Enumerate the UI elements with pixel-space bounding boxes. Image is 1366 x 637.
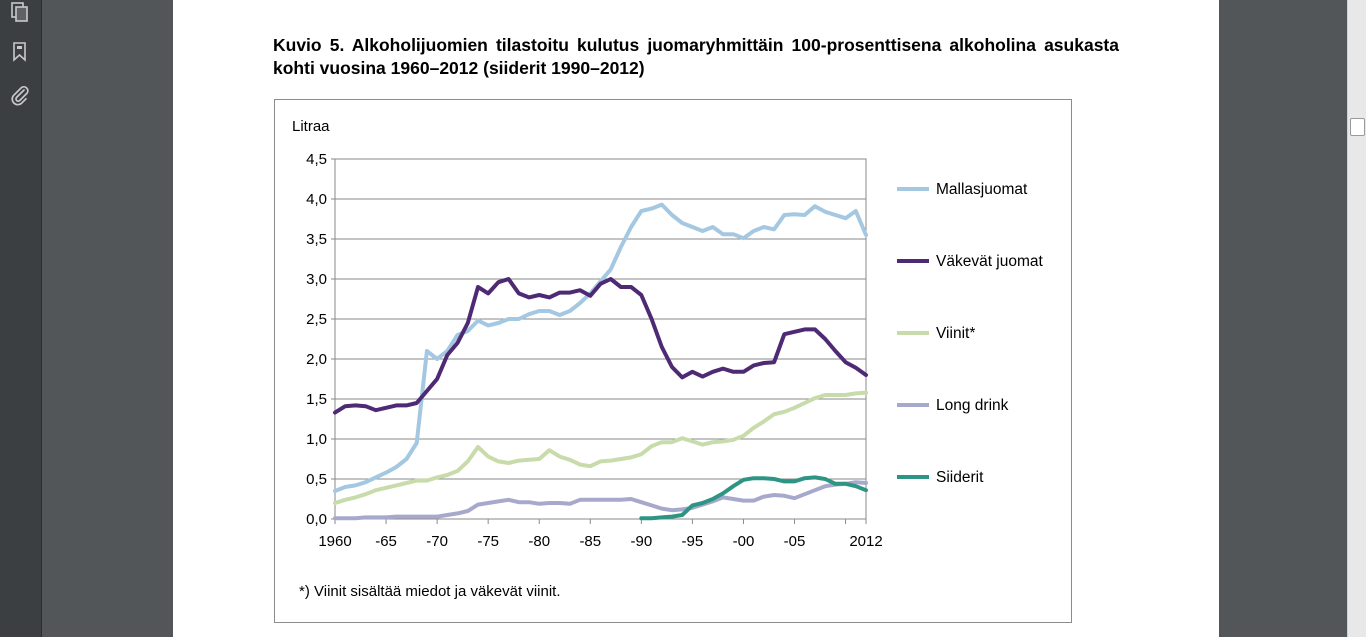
y-axis-label: Litraa [292, 118, 330, 135]
y-tick-label: 0,5 [306, 471, 327, 488]
legend-label: Väkevät juomat [936, 253, 1044, 270]
y-tick-label: 1,5 [306, 391, 327, 408]
x-tick-label: -65 [375, 533, 397, 550]
attachment-icon[interactable] [9, 84, 31, 106]
x-tick-label: -95 [682, 533, 704, 550]
x-tick-label: -90 [631, 533, 653, 550]
y-tick-label: 2,0 [306, 351, 327, 368]
x-tick-label: -70 [426, 533, 448, 550]
line-chart: 0,0 0,5 1,0 1,5 2,0 2,5 3,0 3,5 4,0 4,5 1960 -65 -70… [292, 118, 1044, 550]
left-toolbar [0, 0, 42, 637]
y-tick-label: 3,0 [306, 271, 327, 288]
y-tick-label: 1,0 [306, 431, 327, 448]
y-tick-label: 0,0 [306, 511, 327, 528]
y-tick-label: 4,0 [306, 191, 327, 208]
series-line-2 [333, 277, 868, 415]
scrollbar-thumb[interactable] [1350, 118, 1365, 136]
series-line-4 [333, 480, 868, 521]
legend-label: Viinit* [936, 325, 975, 342]
document-page: Kuvio 5. Alkoholijuomien tilastoitu kulu… [173, 0, 1219, 637]
legend: Mallasjuomat Väkevät juomat Viinit* Long dr… [897, 181, 1044, 486]
figure-title: Kuvio 5. Alkoholijuomien tilastoitu kulu… [273, 35, 1119, 78]
y-tick-label: 4,5 [306, 151, 327, 168]
pages-icon[interactable] [9, 2, 31, 24]
x-tick-label: -75 [477, 533, 499, 550]
y-tick-label: 3,5 [306, 231, 327, 248]
x-tick-label: -00 [733, 533, 755, 550]
series-line-5 [639, 475, 868, 521]
y-tick-label: 2,5 [306, 311, 327, 328]
x-tick-label: 2012 [849, 533, 882, 550]
legend-label: Long drink [936, 397, 1009, 414]
legend-label: Siiderit [936, 469, 984, 486]
tick-labels: 0,0 0,5 1,0 1,5 2,0 2,5 3,0 3,5 4,0 4,5 1960 -65 -70… [306, 151, 883, 550]
x-tick-label: -85 [579, 533, 601, 550]
plot-area-border [334, 158, 867, 520]
x-tick-label: 1960 [318, 533, 351, 550]
series-line-3 [333, 390, 868, 505]
x-tick-label: -05 [784, 533, 806, 550]
x-tick-label: -80 [528, 533, 550, 550]
series-lines [333, 202, 868, 521]
series-line-1 [333, 202, 868, 493]
vertical-scrollbar[interactable] [1347, 0, 1366, 637]
legend-label: Mallasjuomat [936, 181, 1028, 198]
bookmark-icon[interactable] [9, 41, 31, 63]
gridlines [335, 158, 866, 480]
footnote: *) Viinit sisältää miedot ja väkevät vii… [299, 583, 561, 600]
chart-frame: 0,0 0,5 1,0 1,5 2,0 2,5 3,0 3,5 4,0 4,5 1960 -65 -70… [274, 99, 1072, 623]
